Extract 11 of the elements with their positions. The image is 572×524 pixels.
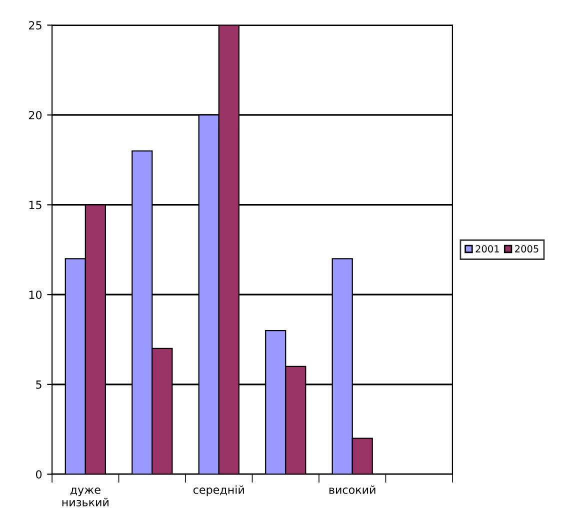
x-tick-label: високий [329,485,376,494]
y-tick-label: 20 [29,110,42,120]
x-tick-label: середній [193,485,244,496]
y-tick-label: 10 [29,290,42,299]
legend-label: 2005 [515,245,538,253]
y-tick-label: 15 [29,200,42,210]
x-tick-label: дуже низький [62,488,108,506]
y-tick-label: 5 [36,380,42,389]
y-tick-label: 25 [29,21,42,30]
legend-label: 2001 [476,245,499,253]
y-tick-label: 0 [36,470,42,479]
